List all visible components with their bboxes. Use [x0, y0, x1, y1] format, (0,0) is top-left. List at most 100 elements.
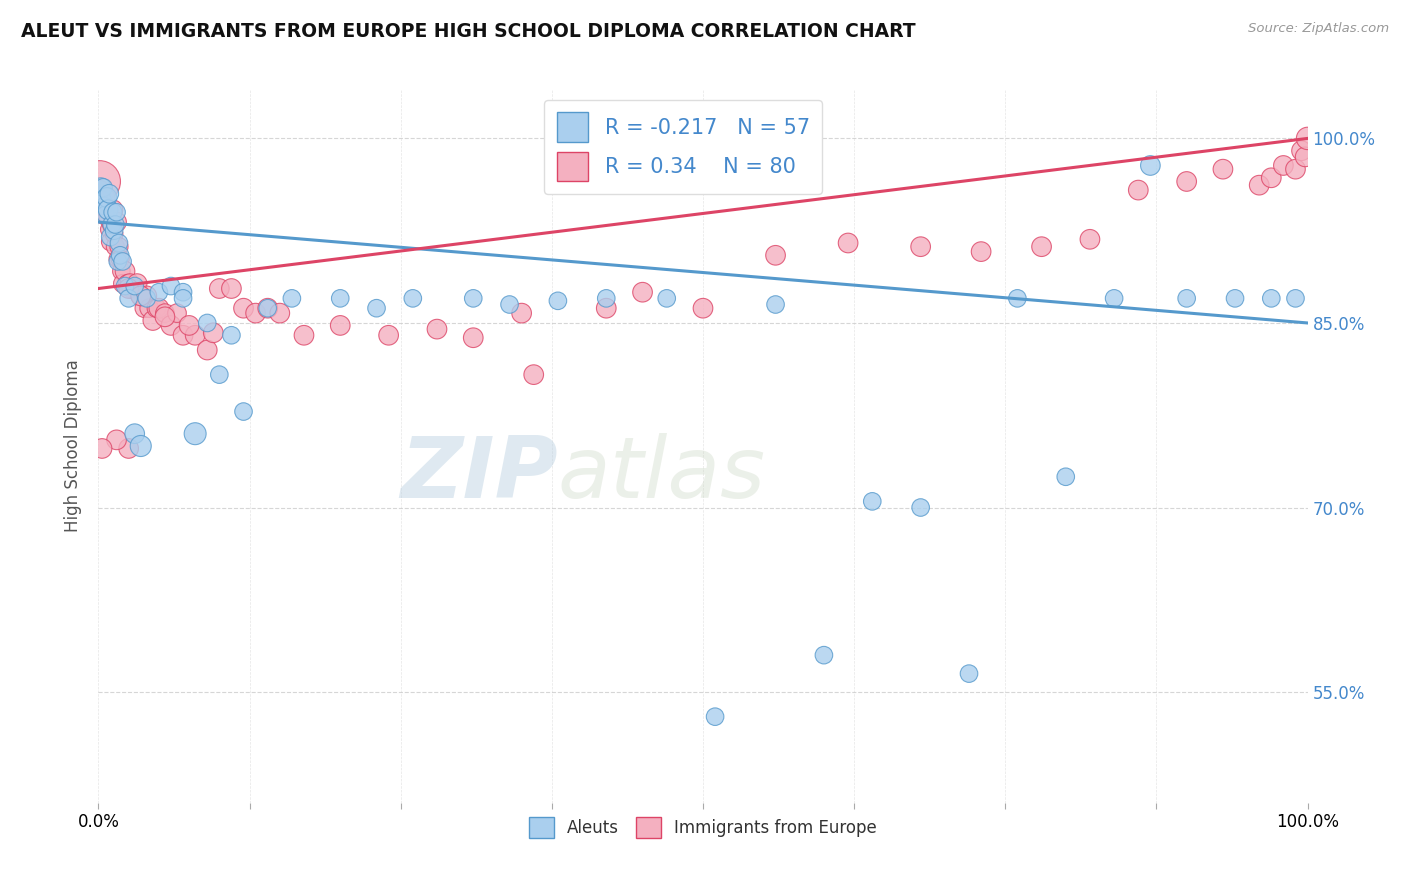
Point: [595, 291, 617, 305]
Point: [837, 235, 859, 250]
Point: [292, 328, 315, 343]
Point: [1249, 178, 1271, 193]
Point: [1212, 162, 1234, 177]
Point: [172, 285, 194, 300]
Point: [910, 500, 932, 515]
Point: [94, 208, 117, 222]
Point: [105, 433, 128, 447]
Point: [910, 240, 932, 254]
Point: [124, 426, 146, 441]
Point: [1102, 291, 1125, 305]
Point: [89, 174, 111, 188]
Point: [118, 442, 141, 456]
Point: [105, 215, 128, 229]
Point: [813, 648, 835, 662]
Point: [118, 291, 141, 305]
Point: [184, 426, 207, 441]
Point: [166, 306, 188, 320]
Point: [91, 199, 114, 213]
Point: [221, 328, 243, 343]
Point: [595, 301, 617, 316]
Point: [172, 291, 194, 305]
Point: [1284, 162, 1306, 177]
Text: ZIP: ZIP: [401, 433, 558, 516]
Point: [377, 328, 399, 343]
Point: [1031, 240, 1053, 254]
Point: [114, 279, 136, 293]
Point: [402, 291, 425, 305]
Point: [91, 180, 114, 194]
Point: [704, 709, 727, 723]
Point: [129, 439, 152, 453]
Point: [1054, 469, 1077, 483]
Point: [153, 310, 176, 324]
Point: [124, 279, 146, 293]
Point: [100, 218, 122, 232]
Text: ALEUT VS IMMIGRANTS FROM EUROPE HIGH SCHOOL DIPLOMA CORRELATION CHART: ALEUT VS IMMIGRANTS FROM EUROPE HIGH SCH…: [21, 22, 915, 41]
Point: [692, 301, 714, 316]
Point: [124, 281, 146, 295]
Point: [129, 289, 152, 303]
Point: [1291, 144, 1313, 158]
Point: [232, 301, 254, 316]
Point: [107, 252, 129, 266]
Point: [426, 322, 449, 336]
Point: [91, 193, 114, 207]
Point: [160, 318, 183, 333]
Point: [547, 293, 569, 308]
Point: [510, 306, 533, 320]
Point: [118, 277, 141, 291]
Point: [108, 235, 131, 250]
Point: [232, 404, 254, 418]
Point: [1294, 150, 1316, 164]
Point: [1139, 159, 1161, 173]
Point: [138, 301, 160, 316]
Point: [269, 306, 291, 320]
Point: [765, 248, 787, 262]
Point: [98, 222, 121, 236]
Point: [145, 301, 167, 316]
Point: [148, 285, 170, 300]
Point: [104, 218, 127, 232]
Point: [110, 264, 132, 278]
Point: [208, 368, 231, 382]
Point: [631, 285, 654, 300]
Point: [195, 316, 218, 330]
Point: [179, 318, 201, 333]
Point: [195, 343, 218, 357]
Point: [117, 277, 139, 291]
Point: [100, 218, 122, 232]
Point: [101, 202, 124, 217]
Point: [100, 230, 122, 244]
Point: [498, 297, 520, 311]
Point: [860, 494, 883, 508]
Point: [129, 289, 152, 303]
Point: [172, 328, 194, 343]
Point: [329, 291, 352, 305]
Point: [134, 301, 156, 316]
Point: [1260, 291, 1282, 305]
Point: [1260, 170, 1282, 185]
Point: [160, 279, 183, 293]
Point: [104, 240, 127, 254]
Point: [96, 202, 118, 217]
Point: [1078, 232, 1101, 246]
Point: [148, 301, 170, 316]
Point: [93, 208, 115, 222]
Point: [90, 186, 112, 201]
Point: [1296, 131, 1319, 145]
Point: [135, 289, 157, 303]
Point: [463, 331, 485, 345]
Point: [1223, 291, 1246, 305]
Point: [366, 301, 388, 316]
Point: [105, 205, 128, 219]
Point: [245, 306, 267, 320]
Legend: Aleuts, Immigrants from Europe: Aleuts, Immigrants from Europe: [522, 811, 884, 845]
Point: [111, 254, 134, 268]
Point: [1128, 183, 1150, 197]
Text: atlas: atlas: [558, 433, 766, 516]
Point: [127, 277, 149, 291]
Point: [1284, 291, 1306, 305]
Y-axis label: High School Diploma: High School Diploma: [65, 359, 83, 533]
Point: [1007, 291, 1029, 305]
